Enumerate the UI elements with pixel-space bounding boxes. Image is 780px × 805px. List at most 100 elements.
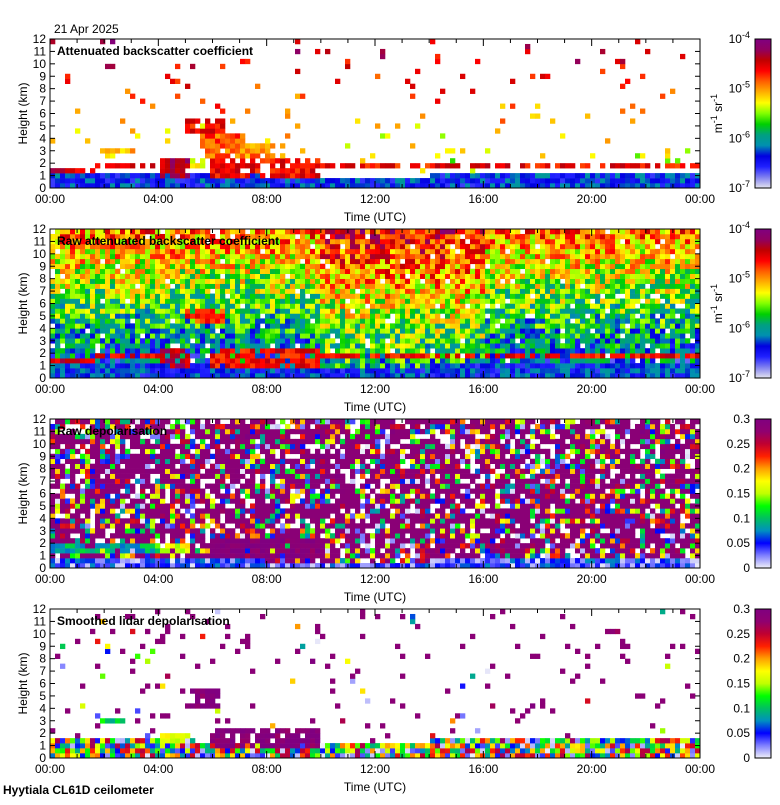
- heatmap-cell: [60, 548, 65, 553]
- heatmap-cell: [610, 328, 615, 333]
- heatmap-cell: [255, 304, 260, 309]
- heatmap-cell: [325, 163, 330, 168]
- heatmap-cell: [385, 289, 390, 294]
- heatmap-cell: [50, 284, 55, 289]
- heatmap-cell: [450, 333, 455, 338]
- heatmap-cell: [580, 348, 585, 353]
- heatmap-cell: [175, 158, 180, 163]
- heatmap-cell: [490, 254, 495, 259]
- heatmap-cell: [415, 244, 420, 249]
- heatmap-cell: [590, 249, 595, 254]
- heatmap-cell: [625, 333, 630, 338]
- heatmap-cell: [235, 308, 240, 313]
- heatmap-cell: [315, 358, 320, 363]
- heatmap-cell: [665, 318, 670, 323]
- heatmap-cell: [335, 358, 340, 363]
- heatmap-cell: [575, 269, 580, 274]
- heatmap-cell: [280, 294, 285, 299]
- heatmap-cell: [460, 348, 465, 353]
- heatmap-cell: [675, 289, 680, 294]
- heatmap-cell: [555, 234, 560, 239]
- heatmap-cell: [205, 338, 210, 343]
- heatmap-cell: [170, 333, 175, 338]
- heatmap-cell: [590, 239, 595, 244]
- heatmap-cell: [355, 348, 360, 353]
- heatmap-cell: [425, 304, 430, 309]
- heatmap-cell: [480, 173, 485, 178]
- heatmap-cell: [360, 244, 365, 249]
- heatmap-cell: [280, 333, 285, 338]
- heatmap-cell: [240, 299, 245, 304]
- heatmap-cell: [115, 338, 120, 343]
- heatmap-cell: [485, 284, 490, 289]
- heatmap-cell: [360, 333, 365, 338]
- heatmap-cell: [640, 338, 645, 343]
- heatmap-cell: [575, 363, 580, 368]
- heatmap-cell: [565, 294, 570, 299]
- heatmap-cell: [400, 234, 405, 239]
- heatmap-cell: [375, 368, 380, 373]
- heatmap-cell: [230, 289, 235, 294]
- heatmap-cell: [405, 333, 410, 338]
- heatmap-cell: [80, 323, 85, 328]
- heatmap-cell: [550, 264, 555, 269]
- heatmap-cell: [225, 323, 230, 328]
- heatmap-cell: [465, 229, 470, 234]
- heatmap-cell: [160, 323, 165, 328]
- heatmap-cell: [280, 269, 285, 274]
- heatmap-cell: [210, 338, 215, 343]
- heatmap-cell: [400, 313, 405, 318]
- heatmap-cell: [145, 343, 150, 348]
- heatmap-cell: [530, 284, 535, 289]
- heatmap-cell: [475, 173, 480, 178]
- heatmap-cell: [680, 333, 685, 338]
- heatmap-cell: [75, 459, 80, 464]
- heatmap-cell: [530, 114, 535, 119]
- heatmap-cell: [475, 333, 480, 338]
- heatmap-cell: [240, 254, 245, 259]
- heatmap-cell: [365, 259, 370, 264]
- heatmap-cell: [450, 234, 455, 239]
- heatmap-cell: [90, 304, 95, 309]
- heatmap-cell: [460, 318, 465, 323]
- heatmap-cell: [90, 548, 95, 553]
- heatmap-cell: [70, 444, 75, 449]
- heatmap-cell: [50, 518, 55, 523]
- heatmap-cell: [635, 348, 640, 353]
- heatmap-cell: [230, 313, 235, 318]
- heatmap-cell: [245, 249, 250, 254]
- heatmap-cell: [160, 368, 165, 373]
- heatmap-cell: [625, 178, 630, 183]
- heatmap-cell: [655, 333, 660, 338]
- heatmap-cell: [75, 249, 80, 254]
- heatmap-cell: [75, 523, 80, 528]
- heatmap-cell: [300, 229, 305, 234]
- heatmap-cell: [465, 254, 470, 259]
- heatmap-cell: [430, 163, 435, 168]
- heatmap-cell: [440, 299, 445, 304]
- heatmap-cell: [530, 368, 535, 373]
- heatmap-cell: [675, 308, 680, 313]
- heatmap-cell: [670, 363, 675, 368]
- heatmap-cell: [190, 299, 195, 304]
- heatmap-cell: [325, 358, 330, 363]
- heatmap-cell: [530, 308, 535, 313]
- heatmap-cell: [195, 368, 200, 373]
- heatmap-cell: [360, 304, 365, 309]
- heatmap-cell: [270, 368, 275, 373]
- heatmap-cell: [550, 269, 555, 274]
- heatmap-cell: [175, 313, 180, 318]
- x-axis-label: Time (UTC): [344, 210, 406, 224]
- heatmap-cell: [170, 274, 175, 279]
- heatmap-cell: [70, 328, 75, 333]
- heatmap-cell: [325, 323, 330, 328]
- heatmap-cell: [340, 348, 345, 353]
- heatmap-cell: [225, 299, 230, 304]
- heatmap-cell: [230, 148, 235, 153]
- heatmap-cell: [50, 39, 55, 44]
- heatmap-cell: [625, 239, 630, 244]
- heatmap-cell: [70, 178, 75, 183]
- heatmap-cell: [185, 178, 190, 183]
- heatmap-cell: [610, 259, 615, 264]
